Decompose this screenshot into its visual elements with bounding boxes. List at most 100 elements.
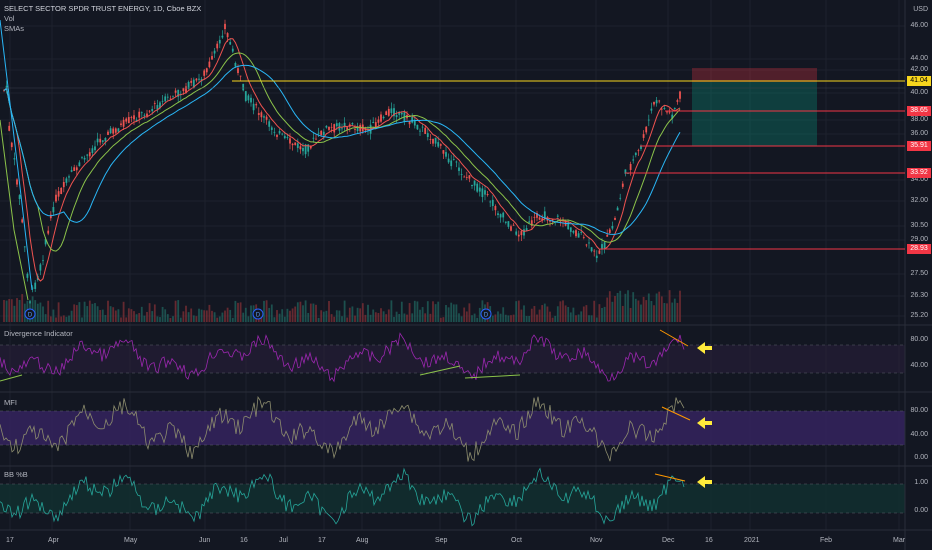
candle-body	[47, 230, 50, 234]
volume-bar	[346, 317, 349, 322]
candle-body	[504, 221, 507, 223]
candle-body	[88, 152, 91, 157]
candle-body	[166, 96, 169, 98]
time-label: Jun	[199, 537, 211, 544]
candle-body	[198, 78, 200, 80]
candle-body	[107, 131, 109, 135]
candle-body	[70, 170, 73, 172]
bb-percent-title[interactable]: BB %B	[4, 470, 28, 479]
volume-bar	[377, 312, 380, 322]
volume-bar	[127, 308, 130, 322]
volume-legend[interactable]: Vol	[4, 14, 15, 23]
volume-bar	[590, 315, 593, 322]
candle-body	[268, 121, 271, 127]
candle-body	[354, 129, 356, 130]
volume-bar	[114, 310, 117, 322]
volume-bar	[221, 312, 224, 322]
risk-zone[interactable]	[692, 68, 817, 82]
candle-body	[445, 152, 447, 157]
candle-body	[315, 138, 317, 140]
dividend-marker-label: D	[484, 313, 489, 319]
volume-bar	[73, 304, 76, 322]
candle-body	[52, 207, 55, 213]
smas-legend[interactable]: SMAs	[4, 24, 25, 33]
price-tag-level: 35.91	[907, 141, 931, 151]
volume-bar	[621, 305, 624, 322]
divergence-indicator-title[interactable]: Divergence Indicator	[4, 329, 73, 338]
candle-body	[122, 119, 125, 127]
volume-bar	[36, 303, 39, 322]
candle-body	[385, 111, 388, 115]
volume-bar	[57, 302, 60, 322]
volume-bar	[541, 305, 544, 322]
sma-slow-line	[0, 19, 33, 291]
volume-bar	[588, 315, 590, 322]
candle-body	[18, 195, 21, 200]
volume-bar	[52, 309, 55, 322]
reward-zone[interactable]	[692, 82, 817, 146]
volume-bar	[203, 310, 206, 322]
candle-body	[60, 187, 63, 195]
candle-body	[660, 108, 663, 110]
candle-body	[174, 90, 177, 93]
candle-body	[577, 233, 580, 238]
price-tick: 46.00	[910, 22, 928, 29]
divergence-line	[0, 332, 685, 383]
volume-bar	[304, 300, 307, 322]
candle-body	[603, 242, 606, 249]
candle-body	[127, 117, 130, 124]
volume-bar	[512, 314, 515, 322]
volume-bar	[237, 302, 239, 322]
volume-bar	[133, 311, 135, 322]
candle-body	[616, 207, 619, 211]
candle-body	[572, 230, 575, 233]
bullish-divergence-line	[464, 374, 521, 379]
candle-body	[68, 176, 70, 178]
mfi-title[interactable]: MFI	[4, 398, 17, 407]
candle-body	[502, 212, 505, 218]
candle-body	[42, 260, 44, 262]
candle-body	[159, 102, 161, 108]
volume-bar	[562, 300, 564, 322]
volume-bar	[666, 303, 668, 322]
horizontal-levels[interactable]	[0, 80, 905, 250]
volume-bar	[10, 299, 13, 322]
candle-body	[413, 119, 416, 126]
volume-bar	[244, 307, 247, 322]
volume-bar	[120, 317, 122, 322]
candle-body	[593, 250, 596, 252]
volume-bar	[549, 311, 551, 322]
volume-bar	[190, 308, 193, 322]
volume-bar	[94, 303, 96, 322]
volume-bar	[668, 290, 671, 322]
symbol-title[interactable]: SELECT SECTOR SPDR TRUST ENERGY, 1D, Cbo…	[4, 4, 202, 13]
volume-bar	[460, 316, 463, 322]
candle-body	[34, 282, 37, 289]
volume-bar	[216, 317, 219, 322]
candle-body	[556, 215, 559, 217]
candle-body	[642, 134, 645, 138]
volume-bar	[673, 298, 676, 322]
candle-body	[309, 145, 312, 149]
candle-body	[26, 273, 29, 278]
dividend-marker-label: D	[28, 313, 33, 319]
candle-body	[244, 91, 247, 101]
candle-body	[161, 100, 164, 102]
price-tag-resistance: 41.04	[907, 76, 931, 86]
candle-body	[356, 127, 359, 132]
volume-bar	[416, 301, 419, 322]
candle-body	[575, 230, 577, 237]
volume-bar	[62, 315, 65, 322]
volume-bar	[411, 313, 414, 322]
volume-bar	[442, 317, 445, 322]
time-label: Mar	[893, 537, 906, 544]
volume-bar	[380, 308, 382, 322]
volume-bar	[450, 302, 453, 322]
volume-bar	[523, 305, 525, 322]
volume-bar	[364, 314, 367, 322]
candle-body	[442, 150, 445, 154]
volume-bar	[403, 313, 406, 322]
volume-bar	[78, 302, 81, 322]
